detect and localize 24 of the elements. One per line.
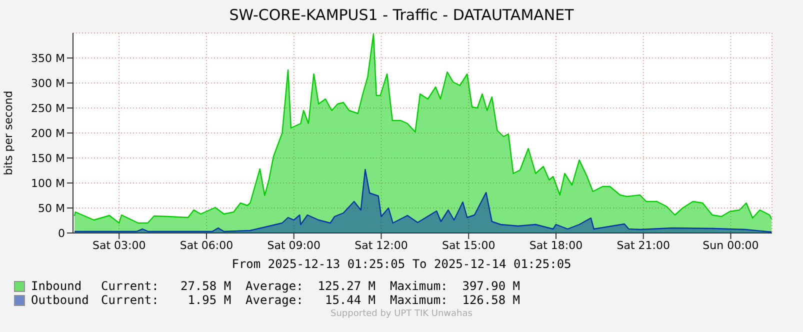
legend-label: Inbound: [31, 279, 83, 293]
x-tick-label: Sat 03:00: [92, 238, 146, 252]
x-tick-label: Sat 15:00: [442, 238, 496, 252]
x-tick-label: Sat 21:00: [616, 238, 670, 252]
x-tick-label: Sat 12:00: [354, 238, 408, 252]
x-tick-label: Sat 18:00: [529, 238, 583, 252]
legend-label: Outbound: [31, 293, 90, 307]
text: Current: 27.58 M Average: 125.27 M Maximum: 397.90 M: [101, 279, 520, 293]
y-tick-label: 300 M: [31, 76, 65, 90]
y-tick-label: 250 M: [31, 102, 65, 115]
chart-title: SW-CORE-KAMPUS1 - Traffic - DATAUTAMANET: [228, 5, 575, 25]
text: Supported by UPT TIK Unwahas: [330, 309, 474, 319]
y-tick-label: 350 M: [31, 52, 65, 65]
y-tick-label: 50 M: [38, 202, 65, 215]
x-tick-label: Sat 09:00: [267, 238, 320, 252]
y-tick-label: 100 M: [31, 176, 65, 190]
text: From 2025-12-13 01:25:05 To 2025-12-14 01:25:05: [230, 257, 572, 271]
y-tick-label: 150 M: [31, 152, 65, 165]
x-tick-label: Sat 06:00: [180, 238, 234, 252]
x-tick-label: Sun 00:00: [702, 238, 759, 252]
text: Current: 1.95 M Average: 15.44 M Maximum: 126.58 M: [101, 293, 520, 307]
y-tick-label: 0: [58, 226, 65, 240]
y-tick-label: 200 M: [31, 126, 65, 140]
y-axis-title: bits per second: [2, 90, 15, 176]
